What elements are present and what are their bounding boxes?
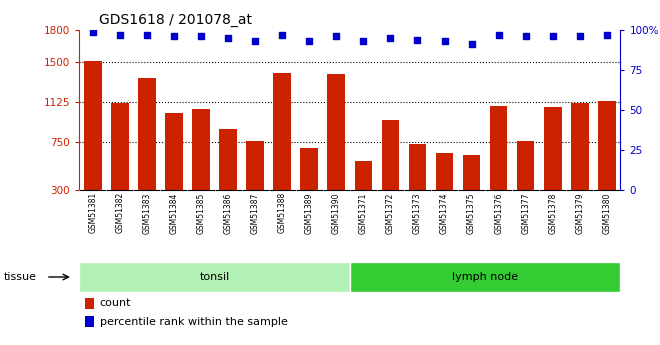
Bar — [84, 298, 94, 309]
Point — [196, 34, 207, 39]
Bar — [84, 316, 94, 327]
Point — [250, 38, 261, 44]
Text: GSM51375: GSM51375 — [467, 192, 476, 234]
Text: GSM51390: GSM51390 — [332, 192, 341, 234]
Bar — [381, 120, 399, 190]
Point — [115, 32, 125, 38]
Text: GSM51379: GSM51379 — [576, 192, 584, 234]
Point — [223, 35, 234, 41]
Bar — [246, 141, 264, 190]
Point — [385, 35, 396, 41]
Text: percentile rank within the sample: percentile rank within the sample — [100, 317, 288, 327]
Bar — [192, 109, 210, 190]
Text: GSM51387: GSM51387 — [251, 192, 259, 234]
Bar — [300, 148, 318, 190]
Text: tissue: tissue — [3, 272, 36, 282]
Bar — [165, 113, 183, 190]
Point — [602, 32, 612, 38]
Bar — [463, 155, 480, 190]
Bar — [598, 101, 616, 190]
Text: GDS1618 / 201078_at: GDS1618 / 201078_at — [99, 12, 252, 27]
Bar — [517, 141, 535, 190]
Point — [277, 32, 288, 38]
Text: GSM51385: GSM51385 — [197, 192, 205, 234]
Text: GSM51377: GSM51377 — [521, 192, 530, 234]
Point — [440, 38, 450, 44]
Text: count: count — [100, 298, 131, 308]
Point — [412, 37, 423, 42]
Bar — [350, 262, 620, 292]
Bar — [273, 73, 291, 190]
Text: GSM51381: GSM51381 — [88, 192, 97, 234]
Point — [87, 29, 98, 34]
Bar — [84, 61, 102, 190]
Text: GSM51380: GSM51380 — [603, 192, 611, 234]
Bar — [409, 144, 426, 190]
Text: GSM51386: GSM51386 — [224, 192, 232, 234]
Text: GSM51389: GSM51389 — [305, 192, 314, 234]
Text: GSM51376: GSM51376 — [494, 192, 503, 234]
Text: GSM51388: GSM51388 — [278, 192, 286, 234]
Text: GSM51378: GSM51378 — [548, 192, 557, 234]
Point — [494, 32, 504, 38]
Text: GSM51383: GSM51383 — [143, 192, 151, 234]
Bar — [354, 161, 372, 190]
Point — [466, 42, 477, 47]
Bar — [436, 153, 453, 190]
Text: GSM51374: GSM51374 — [440, 192, 449, 234]
Point — [548, 34, 558, 39]
Bar — [79, 262, 350, 292]
Point — [304, 38, 315, 44]
Bar — [327, 74, 345, 190]
Point — [331, 34, 342, 39]
Text: GSM51373: GSM51373 — [413, 192, 422, 234]
Point — [358, 38, 369, 44]
Point — [169, 34, 180, 39]
Text: GSM51382: GSM51382 — [115, 192, 124, 234]
Bar — [490, 106, 508, 190]
Bar — [138, 78, 156, 190]
Bar — [571, 102, 589, 190]
Bar — [219, 129, 237, 190]
Bar — [111, 102, 129, 190]
Text: GSM51372: GSM51372 — [386, 192, 395, 234]
Bar — [544, 107, 562, 190]
Text: lymph node: lymph node — [452, 272, 518, 282]
Point — [574, 34, 585, 39]
Text: GSM51384: GSM51384 — [170, 192, 178, 234]
Text: tonsil: tonsil — [199, 272, 230, 282]
Text: GSM51371: GSM51371 — [359, 192, 368, 234]
Point — [521, 34, 531, 39]
Point — [142, 32, 152, 38]
